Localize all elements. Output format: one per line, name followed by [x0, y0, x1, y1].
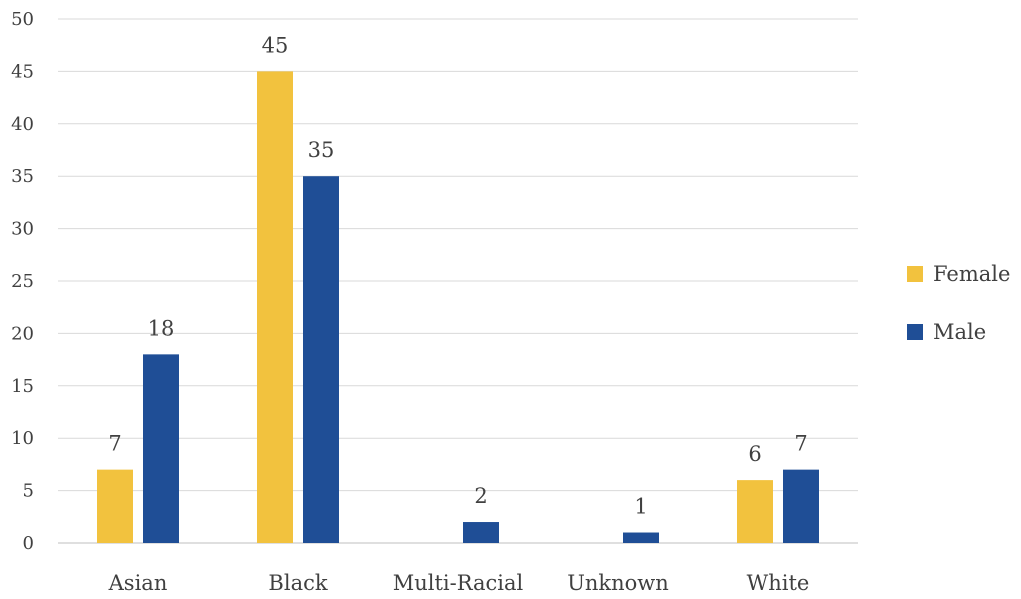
bar-male-white: [783, 469, 819, 543]
x-category-label: Black: [268, 571, 327, 595]
data-labels: 7 18 45 35 2 1 6 7: [108, 33, 807, 518]
data-label: 45: [262, 33, 289, 57]
bar-male-asian: [143, 354, 179, 543]
x-category-label: Unknown: [567, 571, 669, 595]
bar-female-asian: [97, 469, 133, 543]
y-tick-label: 40: [11, 114, 34, 135]
y-tick-label: 0: [23, 533, 34, 554]
data-label: 18: [148, 316, 175, 340]
y-axis-ticks: 0 5 10 15 20 25 30 35 40 45 50: [11, 9, 34, 554]
bar-female-white: [737, 480, 773, 543]
y-tick-label: 30: [11, 219, 34, 240]
y-tick-label: 25: [11, 271, 34, 292]
bar-male-black: [303, 176, 339, 543]
bar-female-black: [257, 71, 293, 544]
legend-label-female: Female: [933, 262, 1010, 286]
bar-male-unknown: [623, 532, 659, 543]
data-label: 7: [108, 432, 121, 456]
x-category-label: Multi-Racial: [393, 571, 524, 595]
data-label: 7: [794, 432, 807, 456]
data-label: 2: [474, 484, 487, 508]
x-category-label: Asian: [108, 571, 168, 595]
bars: [97, 71, 819, 544]
y-tick-label: 50: [11, 9, 34, 30]
x-category-label: White: [747, 571, 810, 595]
legend-swatch-male: [907, 324, 923, 340]
data-label: 1: [634, 495, 647, 519]
gridlines: [58, 18, 858, 544]
bar-male-multi-racial: [463, 522, 499, 543]
y-tick-label: 15: [11, 376, 34, 397]
y-tick-label: 10: [11, 428, 34, 449]
legend: Female Male: [907, 262, 1010, 344]
y-tick-label: 35: [11, 166, 34, 187]
legend-label-male: Male: [933, 320, 986, 344]
x-axis-categories: Asian Black Multi-Racial Unknown White: [108, 571, 810, 595]
y-tick-label: 5: [23, 481, 34, 502]
data-label: 35: [308, 138, 335, 162]
y-tick-label: 45: [11, 61, 34, 82]
legend-swatch-female: [907, 266, 923, 282]
y-tick-label: 20: [11, 323, 34, 344]
data-label: 6: [748, 442, 761, 466]
